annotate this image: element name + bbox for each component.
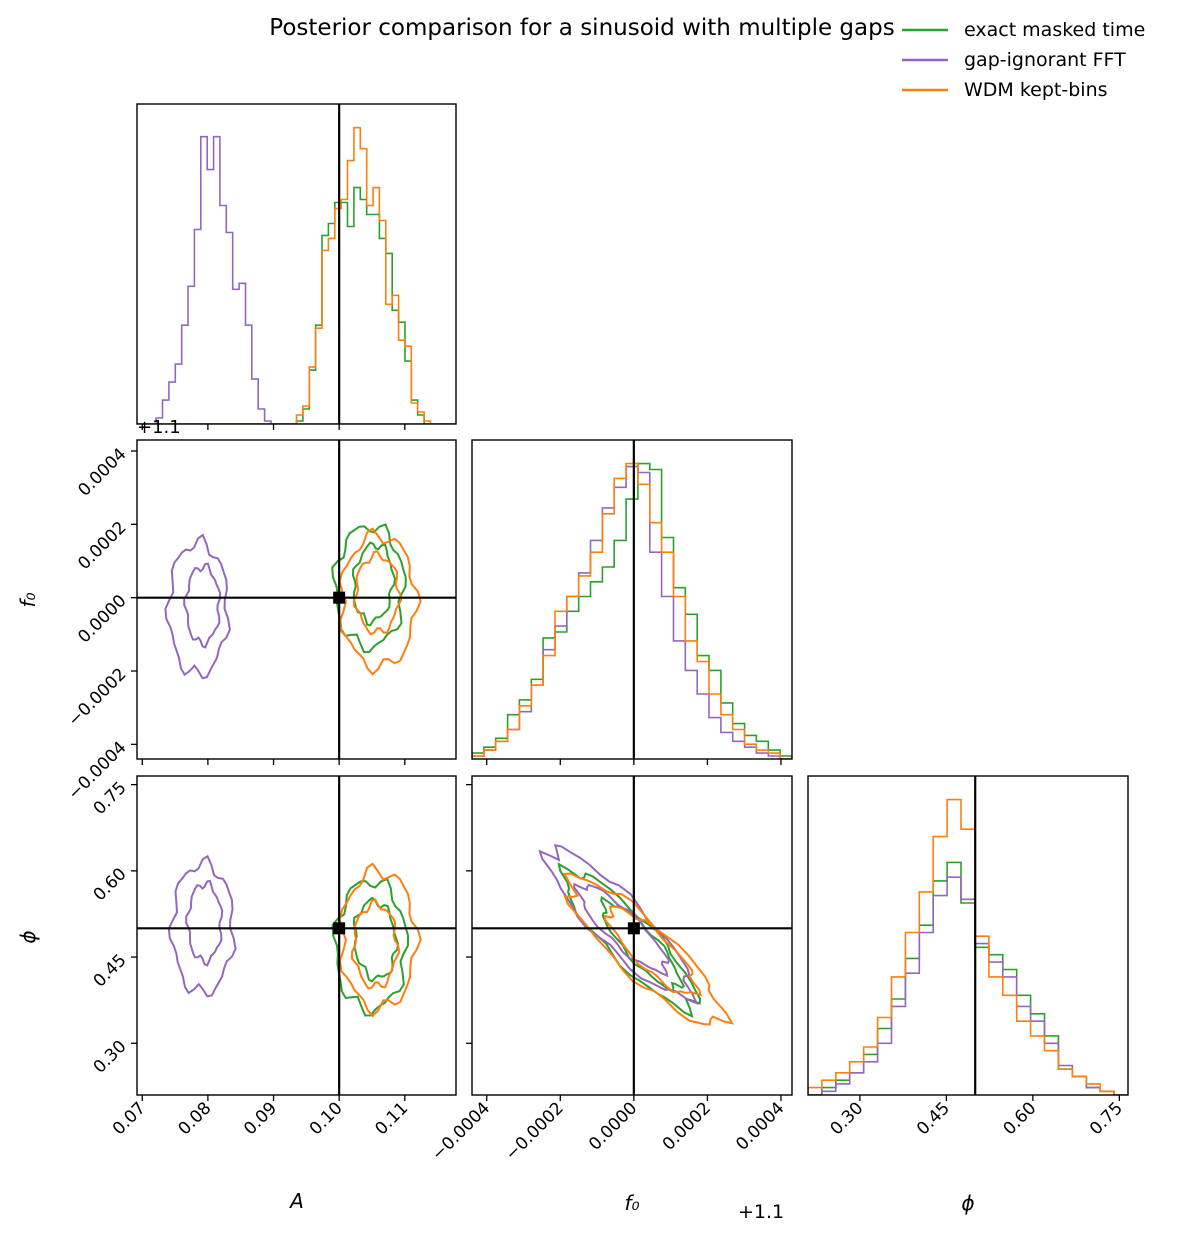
histogram-phi-exact-masked-time xyxy=(808,861,1128,1095)
contour-A_phi-wdm-kept-bins xyxy=(338,862,422,1018)
panel-frame xyxy=(807,775,1129,1096)
x-tick-label-f0: −0.0004 xyxy=(428,1098,494,1164)
x-tick-label-f0: 0.0002 xyxy=(659,1098,715,1154)
legend-label-wdm-kept-bins: WDM kept-bins xyxy=(964,79,1108,101)
histogram-A-exact-masked-time xyxy=(137,186,456,424)
contour-f0_phi-gap-ignorant-fft xyxy=(538,844,699,1006)
contour-A_f0-gap-ignorant-fft xyxy=(164,533,231,680)
panel-frame xyxy=(471,439,793,760)
y-axis-label-f0: f₀ xyxy=(16,592,40,607)
x-tick-label-A: 0.10 xyxy=(306,1098,347,1139)
x-tick-label-phi: 0.30 xyxy=(827,1098,868,1139)
y-tick-label-f0: 0.0002 xyxy=(74,518,130,574)
chart-title: Posterior comparison for a sinusoid with… xyxy=(269,15,894,41)
contour-A_phi-wdm-kept-bins xyxy=(351,898,401,990)
x-tick-label-A: 0.07 xyxy=(109,1098,150,1139)
panel-f0-hist xyxy=(471,439,793,765)
panel-frame xyxy=(136,439,457,760)
x-tick-label-f0: −0.0002 xyxy=(502,1098,568,1164)
contour-A_f0-exact-masked-time xyxy=(331,523,407,654)
panel-f0-vs-phi: −0.0004 −0.0002 0.0000 0.0002 0.0004 xyxy=(428,775,793,1165)
x-tick-label-f0: 0.0000 xyxy=(585,1098,641,1154)
histogram-A-gap-ignorant-fft xyxy=(137,135,456,424)
x-tick-label-A: 0.09 xyxy=(240,1098,281,1139)
truth-marker xyxy=(627,922,640,935)
panel-A-vs-phi: 0.300.450.600.750.07 0.08 0.09 0.10 0.11 xyxy=(90,775,457,1139)
contour-A_phi-exact-masked-time xyxy=(352,896,400,983)
histogram-f0-exact-masked-time xyxy=(472,462,792,759)
y-tick-label-f0: −0.0002 xyxy=(64,664,130,730)
contour-A_phi-gap-ignorant-fft xyxy=(167,854,237,998)
contour-A_f0-wdm-kept-bins xyxy=(338,527,422,676)
contour-A_f0-gap-ignorant-fft xyxy=(183,562,222,649)
contour-A_phi-exact-masked-time xyxy=(331,877,410,1017)
legend-label-exact-masked-time: exact masked time xyxy=(964,19,1145,41)
panel-frame xyxy=(471,775,793,1096)
histogram-A-wdm-kept-bins xyxy=(137,126,456,424)
y-tick-label-phi: 0.45 xyxy=(90,950,131,991)
contour-f0_phi-wdm-kept-bins xyxy=(603,905,703,997)
x-axis-label-phi: ϕ xyxy=(961,1191,974,1215)
offset-label-f0-y: +1.1 xyxy=(137,417,181,438)
panel-frame xyxy=(136,775,457,1096)
contour-f0_phi-wdm-kept-bins xyxy=(562,872,734,1026)
legend-label-gap-ignorant-fft: gap-ignorant FFT xyxy=(964,49,1126,71)
offset-label-f0-x: +1.1 xyxy=(738,1201,784,1223)
panel-A-hist xyxy=(136,103,457,430)
x-axis-label-A: A xyxy=(288,1189,304,1213)
legend: exact masked time gap-ignorant FFT WDM k… xyxy=(902,19,1145,101)
y-tick-label-f0: 0.0004 xyxy=(74,444,130,500)
x-tick-label-phi: 0.75 xyxy=(1086,1098,1127,1139)
contour-A_f0-wdm-kept-bins xyxy=(353,550,403,636)
contour-f0_phi-exact-masked-time xyxy=(600,895,686,994)
truth-marker xyxy=(333,922,346,935)
x-tick-label-phi: 0.45 xyxy=(913,1098,954,1139)
y-tick-label-f0: 0.0000 xyxy=(74,591,130,647)
x-axis-label-f0: f₀ xyxy=(624,1191,639,1215)
y-tick-label-phi: 0.30 xyxy=(90,1037,131,1078)
x-tick-label-f0: 0.0004 xyxy=(732,1098,788,1154)
x-tick-label-A: 0.11 xyxy=(371,1098,412,1139)
contour-A_f0-exact-masked-time xyxy=(351,541,397,627)
histogram-f0-wdm-kept-bins xyxy=(472,462,792,759)
histogram-phi-wdm-kept-bins xyxy=(808,798,1128,1095)
x-tick-label-A: 0.08 xyxy=(175,1098,216,1139)
panel-phi-hist: 0.30 0.45 0.60 0.75 xyxy=(807,775,1129,1139)
y-axis-label-phi: ϕ xyxy=(16,930,40,943)
x-tick-label-phi: 0.60 xyxy=(999,1098,1040,1139)
panel-frame xyxy=(136,103,457,425)
truth-marker xyxy=(333,591,346,604)
y-tick-label-phi: 0.60 xyxy=(90,864,131,905)
contour-A_phi-gap-ignorant-fft xyxy=(185,879,224,967)
